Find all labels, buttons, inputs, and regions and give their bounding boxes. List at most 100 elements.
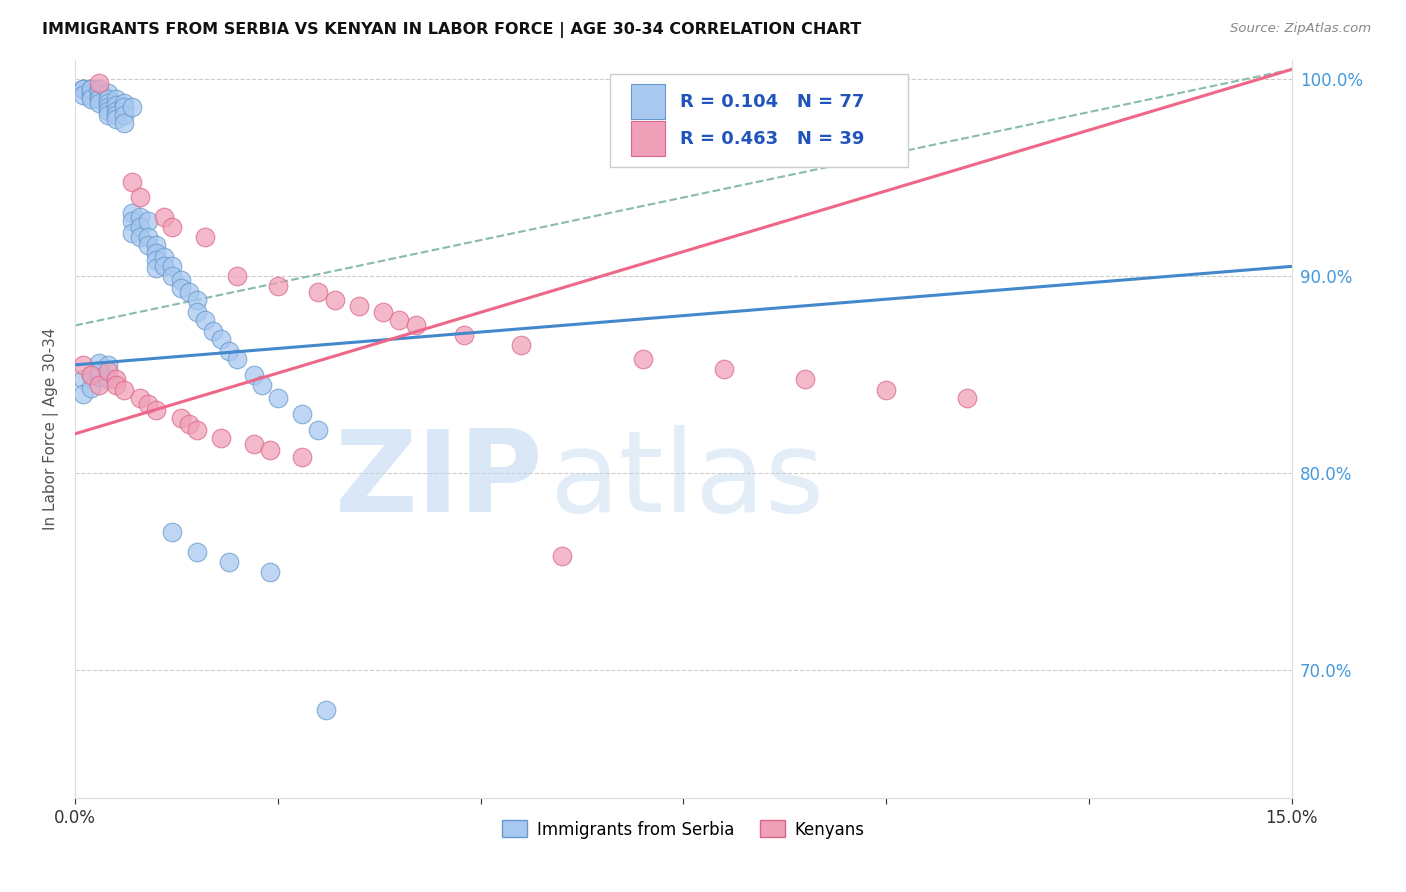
Point <box>89 95 111 110</box>
Text: atlas: atlas <box>550 425 825 536</box>
Point <box>129 190 152 204</box>
Point <box>80 82 103 96</box>
FancyBboxPatch shape <box>631 84 665 120</box>
Y-axis label: In Labor Force | Age 30-34: In Labor Force | Age 30-34 <box>44 327 59 530</box>
Point <box>145 253 167 268</box>
Point <box>112 115 135 129</box>
Point <box>129 210 152 224</box>
Point <box>104 98 127 112</box>
Point <box>259 442 281 457</box>
Point <box>405 318 427 333</box>
Point <box>72 387 94 401</box>
Point <box>72 358 94 372</box>
Point <box>177 417 200 431</box>
Point <box>121 226 143 240</box>
Legend: Immigrants from Serbia, Kenyans: Immigrants from Serbia, Kenyans <box>495 814 872 846</box>
Point <box>153 210 176 224</box>
Text: IMMIGRANTS FROM SERBIA VS KENYAN IN LABOR FORCE | AGE 30-34 CORRELATION CHART: IMMIGRANTS FROM SERBIA VS KENYAN IN LABO… <box>42 22 862 38</box>
Point <box>194 312 217 326</box>
Point <box>631 351 654 366</box>
Point <box>80 382 103 396</box>
Point <box>121 100 143 114</box>
Point <box>307 285 329 299</box>
Point <box>145 403 167 417</box>
Text: R = 0.104   N = 77: R = 0.104 N = 77 <box>679 93 865 111</box>
Point <box>80 92 103 106</box>
Point <box>80 82 103 96</box>
Point <box>794 371 817 385</box>
Point <box>153 260 176 274</box>
Point <box>226 351 249 366</box>
Point <box>72 82 94 96</box>
Point <box>72 82 94 96</box>
Point <box>218 344 240 359</box>
Point <box>136 237 159 252</box>
Point <box>80 86 103 100</box>
Point <box>323 293 346 307</box>
Point <box>307 423 329 437</box>
Point <box>145 261 167 276</box>
Point <box>177 285 200 299</box>
Point <box>104 112 127 126</box>
Point <box>373 304 395 318</box>
Point <box>169 273 191 287</box>
FancyBboxPatch shape <box>610 74 908 167</box>
Point <box>956 392 979 406</box>
Point <box>250 377 273 392</box>
Point <box>96 95 118 110</box>
Point <box>169 411 191 425</box>
Point <box>72 82 94 96</box>
Point <box>186 293 208 307</box>
Point <box>186 545 208 559</box>
FancyBboxPatch shape <box>631 121 665 156</box>
Point <box>96 364 118 378</box>
Point <box>550 549 572 563</box>
Point <box>129 219 152 234</box>
Text: Source: ZipAtlas.com: Source: ZipAtlas.com <box>1230 22 1371 36</box>
Point <box>162 525 184 540</box>
Point <box>121 175 143 189</box>
Point <box>145 237 167 252</box>
Point <box>89 82 111 96</box>
Point <box>89 92 111 106</box>
Point <box>89 86 111 100</box>
Point <box>315 702 337 716</box>
Point <box>291 407 314 421</box>
Point <box>72 88 94 103</box>
Point <box>104 108 127 122</box>
Text: ZIP: ZIP <box>335 425 544 536</box>
Point <box>242 368 264 382</box>
Point <box>169 281 191 295</box>
Point <box>80 90 103 104</box>
Point <box>875 384 897 398</box>
Point <box>291 450 314 465</box>
Point <box>89 82 111 96</box>
Point <box>121 206 143 220</box>
Point <box>89 364 111 378</box>
Point <box>104 377 127 392</box>
Point <box>186 423 208 437</box>
Point <box>267 279 290 293</box>
Point <box>162 219 184 234</box>
Point <box>453 328 475 343</box>
Point <box>96 86 118 100</box>
Point <box>186 304 208 318</box>
Point <box>194 230 217 244</box>
Point <box>72 371 94 385</box>
Point <box>89 90 111 104</box>
Point <box>96 371 118 385</box>
Point <box>89 76 111 90</box>
Point <box>96 103 118 118</box>
Point <box>136 214 159 228</box>
Point <box>89 377 111 392</box>
Point <box>162 269 184 284</box>
Point <box>112 108 135 122</box>
Point <box>96 108 118 122</box>
Text: R = 0.463   N = 39: R = 0.463 N = 39 <box>679 129 865 147</box>
Point <box>104 92 127 106</box>
Point <box>136 397 159 411</box>
Point <box>267 392 290 406</box>
Point <box>226 269 249 284</box>
Point <box>104 371 127 385</box>
Point <box>80 368 103 382</box>
